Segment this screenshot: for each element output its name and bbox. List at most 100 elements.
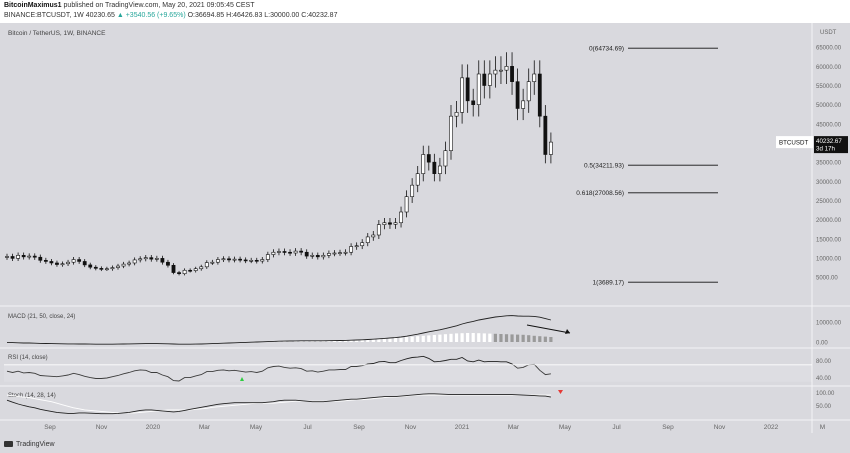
x-tick-label: Nov [96, 424, 108, 431]
macd-histogram-bar [310, 341, 314, 342]
stoch-y-tick: 100.00 [816, 391, 835, 397]
currency-label: USDT [820, 30, 837, 36]
x-tick-label: May [250, 424, 263, 431]
candle-down [471, 100, 476, 105]
candle-down [88, 264, 93, 268]
y-tick-label: 60000.00 [816, 65, 842, 71]
symbol-info: BINANCE:BTCUSDT, 1W 40230.65 ▲ +3540.56 … [4, 12, 337, 19]
candle-down [82, 261, 87, 266]
macd-histogram-bar [360, 339, 364, 342]
candle-up [138, 258, 143, 261]
x-tick-label: 2021 [455, 424, 470, 431]
macd-histogram-bar [543, 336, 547, 342]
candle-down [49, 261, 54, 264]
chart-header: BitcoinMaximus1 published on TradingView… [0, 0, 850, 23]
ohlc-values: O:36694.85 H:46426.83 L:30000.00 C:40232… [187, 12, 338, 19]
candle-down [543, 115, 548, 155]
author-name[interactable]: BitcoinMaximus1 [4, 2, 62, 9]
macd-histogram-bar [288, 341, 292, 342]
macd-histogram-bar [388, 338, 392, 342]
macd-histogram-bar [466, 333, 470, 342]
tradingview-brand[interactable]: TradingView [16, 441, 55, 448]
y-tick-label: 55000.00 [816, 84, 842, 90]
candle-up [487, 73, 492, 86]
y-tick-label: 30000.00 [816, 180, 842, 186]
candle-down [171, 264, 176, 273]
price-change: ▲ +3540.56 (+9.65%) [116, 12, 186, 19]
candle-up [105, 268, 109, 271]
candle-up [310, 255, 315, 257]
price-value: 40230.65 [85, 12, 115, 19]
macd-histogram-bar [427, 335, 431, 342]
macd-y-tick: 0.00 [816, 341, 828, 347]
macd-histogram-bar [538, 336, 542, 342]
fib-level-label: 0.5(34211.93) [584, 162, 624, 169]
last-price-label: 40232.67 [816, 138, 842, 145]
candle-up [260, 259, 265, 262]
macd-histogram-bar [493, 333, 497, 342]
macd-histogram-bar [321, 340, 325, 342]
candle-down [465, 77, 470, 102]
published-text: published on TradingView.com, May 20, 20… [63, 2, 255, 9]
candle-up [116, 265, 120, 268]
macd-histogram-bar [382, 338, 386, 342]
candle-up [376, 224, 381, 236]
candle-up [210, 261, 215, 264]
candle-down [77, 259, 82, 262]
fib-level-label: 0(64734.69) [589, 45, 624, 52]
rsi-band [4, 364, 812, 382]
stoch-y-tick: 50.00 [816, 404, 832, 410]
candle-up [360, 242, 365, 247]
macd-histogram-bar [405, 337, 409, 342]
candle-up [460, 77, 465, 113]
candle-up [199, 266, 204, 270]
macd-histogram-bar [504, 334, 509, 342]
y-tick-label: 20000.00 [816, 218, 842, 224]
countdown-label: 3d 17h [816, 146, 835, 153]
macd-histogram-bar [527, 335, 531, 342]
rsi-title: RSI (14, close) [8, 355, 48, 361]
candle-up [60, 263, 65, 266]
macd-histogram-bar [299, 341, 303, 342]
candle-up [121, 263, 126, 267]
x-tick-label: May [559, 424, 572, 431]
macd-histogram-bar [438, 334, 442, 342]
candle-down [166, 261, 170, 266]
x-tick-label: 2020 [146, 424, 161, 431]
x-tick-label: Nov [405, 424, 417, 431]
macd-histogram-bar [421, 335, 425, 342]
macd-histogram-bar [521, 334, 525, 342]
x-tick-label: Jul [303, 424, 312, 431]
candle-down [55, 262, 59, 265]
candle-up [415, 173, 420, 186]
macd-histogram-bar [305, 341, 309, 342]
footer: TradingView [4, 441, 55, 448]
candle-up [193, 268, 198, 271]
candle-up [443, 150, 448, 167]
macd-histogram-bar [532, 335, 536, 342]
candle-up [265, 254, 270, 260]
candle-up [437, 165, 442, 174]
macd-histogram-bar [510, 334, 514, 342]
candle-down [43, 259, 48, 262]
candle-down [227, 258, 231, 261]
macd-histogram-bar [454, 333, 459, 342]
candle-down [160, 258, 165, 263]
candle-down [510, 66, 514, 82]
macd-histogram-bar [477, 333, 481, 342]
candle-down [243, 259, 248, 262]
y-tick-label: 25000.00 [816, 199, 842, 205]
stoch-k-line [6, 393, 551, 415]
macd-histogram-bar [460, 333, 464, 342]
candle-up [526, 81, 531, 102]
candle-up [71, 259, 76, 263]
candle-up [404, 196, 409, 213]
macd-histogram-bar [327, 340, 331, 342]
candle-up [454, 112, 459, 117]
candle-up [182, 269, 187, 275]
bullish-divergence-arrow-icon [240, 377, 244, 381]
candle-up [399, 211, 403, 224]
candle-down [177, 272, 181, 275]
macd-histogram-bar [371, 339, 375, 342]
